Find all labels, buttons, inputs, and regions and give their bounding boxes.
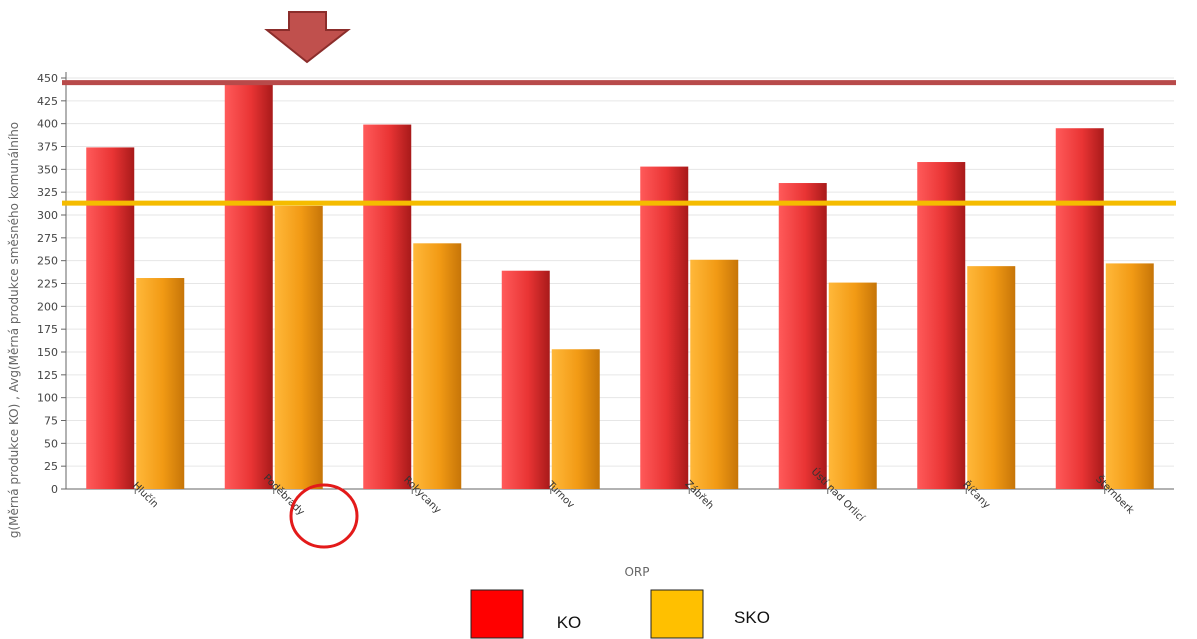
bar-sko — [551, 349, 600, 489]
y-tick-label: 325 — [37, 186, 58, 199]
legend-swatch-sko — [650, 589, 704, 639]
bar-ko — [363, 124, 412, 489]
y-tick-label: 425 — [37, 95, 58, 108]
bar-ko — [86, 147, 135, 489]
y-axis-title: g(Měrná produkce KO) , Avg(Měrná produkc… — [7, 122, 21, 538]
y-tick-label: 25 — [44, 460, 58, 473]
y-tick-label: 175 — [37, 323, 58, 336]
bar-sko — [1105, 263, 1154, 489]
legend-label-sko: SKO — [734, 608, 770, 627]
bar-sko — [967, 266, 1016, 489]
x-axis-title: ORP — [624, 565, 649, 579]
y-tick-label: 0 — [51, 483, 58, 496]
bar-ko — [1055, 128, 1104, 489]
bar-sko — [274, 205, 323, 489]
reference-lines — [62, 80, 1176, 206]
y-tick-label: 100 — [37, 392, 58, 405]
y-tick-label: 350 — [37, 163, 58, 176]
legend: KO SKO — [470, 589, 770, 639]
bar-ko — [917, 162, 966, 489]
bar-ko — [501, 270, 550, 489]
y-tick-label: 125 — [37, 369, 58, 382]
y-tick-label: 225 — [37, 278, 58, 291]
y-tick-label: 200 — [37, 300, 58, 313]
bar-ko — [640, 166, 689, 490]
down-arrow-icon — [264, 11, 351, 64]
legend-label-ko: KO — [557, 613, 582, 632]
highlight-circle — [289, 483, 359, 549]
y-tick-label: 375 — [37, 141, 58, 154]
y-tick-label: 450 — [37, 72, 58, 85]
y-tick-label: 400 — [37, 118, 58, 131]
y-tick-label: 150 — [37, 346, 58, 359]
bar-sko — [690, 259, 739, 489]
bar-sko — [136, 278, 185, 489]
legend-swatch-ko — [470, 589, 524, 639]
bar-ko — [224, 82, 273, 490]
bar-ko — [778, 183, 827, 490]
y-tick-label: 50 — [44, 437, 58, 450]
bars — [86, 82, 1154, 490]
y-tick-label: 250 — [37, 255, 58, 268]
y-tick-label: 75 — [44, 415, 58, 428]
bar-sko — [413, 243, 462, 489]
y-tick-label: 300 — [37, 209, 58, 222]
y-tick-label: 275 — [37, 232, 58, 245]
bar-sko — [828, 282, 877, 489]
